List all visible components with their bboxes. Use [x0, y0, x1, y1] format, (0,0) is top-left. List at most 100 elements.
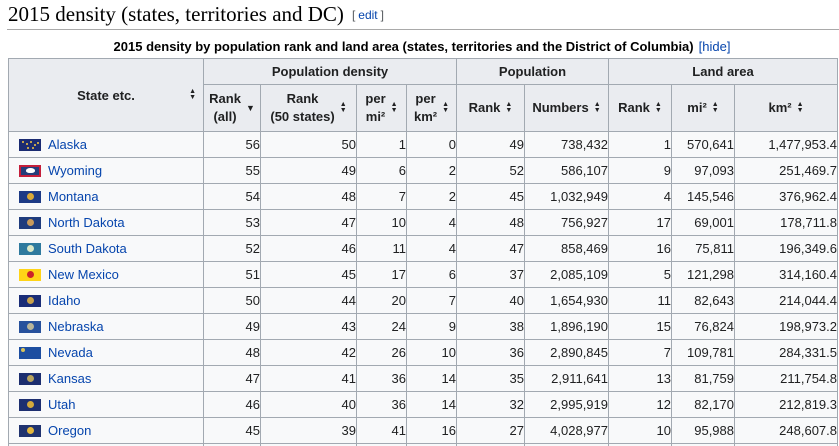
- cell-rank-50-states: 49: [260, 157, 357, 184]
- cell-per-km2: 9: [406, 313, 457, 340]
- cell-per-mi2: 17: [356, 261, 407, 288]
- cell-pop-numbers: 858,469: [524, 235, 609, 262]
- state-link[interactable]: Montana: [48, 189, 99, 204]
- cell-land-km2: 178,711.8: [734, 209, 838, 236]
- cell-land-mi2: 95,988: [671, 417, 735, 444]
- cell-pop-rank: 45: [456, 183, 525, 210]
- cell-per-mi2: 11: [356, 235, 407, 262]
- cell-rank-all: 50: [203, 287, 261, 314]
- state-link[interactable]: South Dakota: [48, 241, 127, 256]
- group-header-land-area: Land area: [608, 58, 838, 85]
- column-header-rank-50-states[interactable]: Rank (50 states): [260, 84, 357, 132]
- state-link[interactable]: Oregon: [48, 423, 92, 438]
- cell-land-km2: 314,160.4: [734, 261, 838, 288]
- table-row: Oregon 45 39 41 16 27 4,028,977 10 95,98…: [8, 417, 838, 444]
- cell-land-rank: 11: [608, 287, 672, 314]
- cell-rank-all: 53: [203, 209, 261, 236]
- sort-icon: [442, 102, 449, 114]
- cell-pop-numbers: 2,890,845: [524, 339, 609, 366]
- cell-pop-rank: 37: [456, 261, 525, 288]
- edit-link[interactable]: edit: [358, 8, 378, 22]
- cell-land-mi2: 81,759: [671, 365, 735, 392]
- state-link[interactable]: North Dakota: [48, 215, 125, 230]
- cell-pop-rank: 36: [456, 339, 525, 366]
- state-link[interactable]: New Mexico: [48, 267, 119, 282]
- state-link[interactable]: Idaho: [48, 293, 81, 308]
- sort-icon: [246, 104, 255, 113]
- cell-pop-numbers: 1,654,930: [524, 287, 609, 314]
- column-header-per-mi2[interactable]: per mi²: [356, 84, 407, 132]
- state-cell: Nebraska: [8, 313, 204, 340]
- group-header-population-density: Population density: [203, 58, 457, 85]
- cell-land-mi2: 145,546: [671, 183, 735, 210]
- cell-rank-50-states: 50: [260, 131, 357, 158]
- state-cell: Utah: [8, 391, 204, 418]
- cell-pop-rank: 48: [456, 209, 525, 236]
- cell-rank-all: 46: [203, 391, 261, 418]
- cell-pop-numbers: 738,432: [524, 131, 609, 158]
- state-flag-icon: [19, 320, 41, 333]
- cell-land-mi2: 76,824: [671, 313, 735, 340]
- cell-land-km2: 211,754.8: [734, 365, 838, 392]
- cell-land-mi2: 109,781: [671, 339, 735, 366]
- table-row: Nevada 48 42 26 10 36 2,890,845 7 109,78…: [8, 339, 838, 366]
- section-heading: 2015 density (states, territories and DC…: [7, 0, 839, 30]
- cell-per-km2: 2: [406, 183, 457, 210]
- cell-rank-50-states: 48: [260, 183, 357, 210]
- state-link[interactable]: Nevada: [48, 345, 93, 360]
- hide-link[interactable]: [hide]: [698, 39, 731, 54]
- cell-rank-50-states: 42: [260, 339, 357, 366]
- column-header-rank-all[interactable]: Rank (all): [203, 84, 261, 132]
- table-row: Utah 46 40 36 14 32 2,995,919 12 82,170 …: [8, 391, 838, 418]
- column-header-pop-rank[interactable]: Rank: [456, 84, 525, 132]
- cell-rank-50-states: 41: [260, 365, 357, 392]
- cell-rank-all: 49: [203, 313, 261, 340]
- cell-land-rank: 16: [608, 235, 672, 262]
- table-row: Wyoming 55 49 6 2 52 586,107 9 97,093 25…: [8, 157, 838, 184]
- table-row: South Dakota 52 46 11 4 47 858,469 16 75…: [8, 235, 838, 262]
- table-row: Alaska 56 50 1 0 49 738,432 1 570,641 1,…: [8, 131, 838, 158]
- state-link[interactable]: Utah: [48, 397, 76, 412]
- cell-per-km2: 4: [406, 235, 457, 262]
- sort-icon: [505, 102, 512, 114]
- sort-icon: [655, 102, 662, 114]
- column-header-pop-numbers[interactable]: Numbers: [524, 84, 609, 132]
- column-header-land-km2[interactable]: km²: [734, 84, 838, 132]
- page-title-text: 2015 density (states, territories and DC…: [8, 2, 344, 26]
- state-flag-icon: [19, 164, 41, 177]
- cell-rank-50-states: 40: [260, 391, 357, 418]
- state-link[interactable]: Kansas: [48, 371, 92, 386]
- cell-per-km2: 14: [406, 365, 457, 392]
- column-header-state[interactable]: State etc.: [8, 58, 204, 132]
- cell-land-km2: 251,469.7: [734, 157, 838, 184]
- column-header-land-mi2[interactable]: mi²: [671, 84, 735, 132]
- table-caption-text: 2015 density by population rank and land…: [113, 39, 694, 54]
- table-body: Alaska 56 50 1 0 49 738,432 1 570,641 1,…: [8, 131, 838, 446]
- cell-pop-numbers: 4,028,977: [524, 417, 609, 444]
- cell-rank-all: 47: [203, 365, 261, 392]
- cell-land-mi2: 69,001: [671, 209, 735, 236]
- cell-rank-50-states: 47: [260, 209, 357, 236]
- page-title: 2015 density (states, territories and DC…: [8, 2, 344, 26]
- cell-per-mi2: 10: [356, 209, 407, 236]
- edit-bracket-close: ]: [380, 8, 384, 22]
- state-cell: North Dakota: [8, 209, 204, 236]
- state-flag-icon: [19, 372, 41, 385]
- column-header-land-rank[interactable]: Rank: [608, 84, 672, 132]
- cell-pop-numbers: 756,927: [524, 209, 609, 236]
- cell-pop-rank: 40: [456, 287, 525, 314]
- cell-per-km2: 4: [406, 209, 457, 236]
- state-flag-icon: [19, 294, 41, 307]
- column-header-per-km2[interactable]: per km²: [406, 84, 457, 132]
- cell-pop-rank: 38: [456, 313, 525, 340]
- state-cell: Kansas: [8, 365, 204, 392]
- state-link[interactable]: Alaska: [48, 137, 88, 152]
- state-link[interactable]: Nebraska: [48, 319, 104, 334]
- cell-pop-rank: 47: [456, 235, 525, 262]
- state-cell: Wyoming: [8, 157, 204, 184]
- state-link[interactable]: Wyoming: [48, 163, 103, 178]
- state-flag-icon: [19, 424, 41, 437]
- cell-land-rank: 4: [608, 183, 672, 210]
- cell-per-mi2: 26: [356, 339, 407, 366]
- cell-land-km2: 1,477,953.4: [734, 131, 838, 158]
